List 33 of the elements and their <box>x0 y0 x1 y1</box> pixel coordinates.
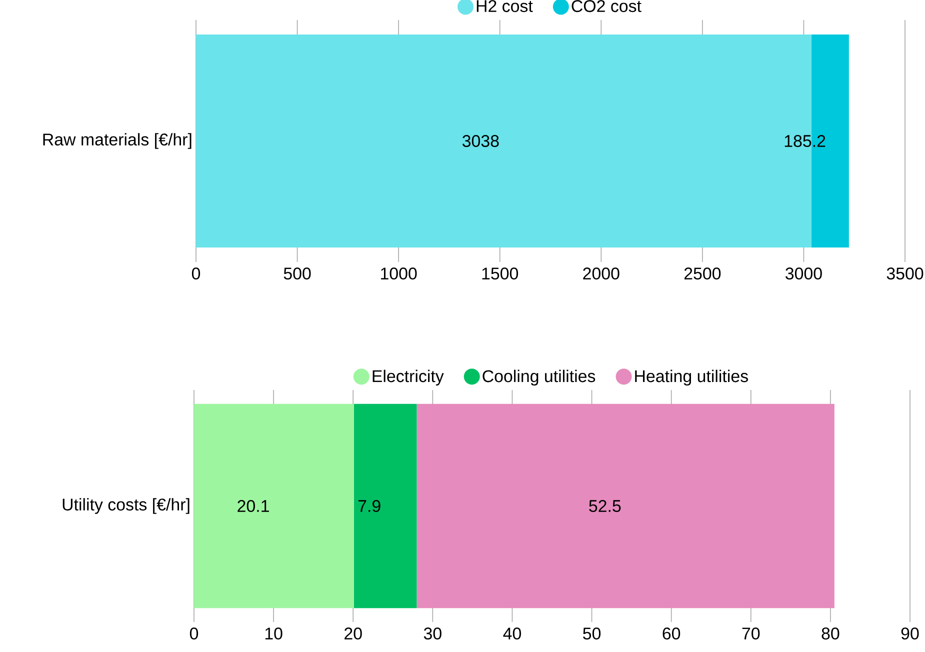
y-tick-label: Utility costs [€/hr] <box>62 498 190 514</box>
legend-label: Electricity <box>372 370 444 386</box>
bar <box>416 404 834 608</box>
y-tick-label: Raw materials [€/hr] <box>43 133 192 149</box>
x-tick-label: 80 <box>822 628 840 640</box>
x-tick-label: 90 <box>901 628 919 640</box>
x-tick-label: 2000 <box>583 268 620 280</box>
data-label: 52.5 <box>589 500 621 512</box>
bar <box>194 404 354 608</box>
legend-label: H2 cost <box>476 0 533 12</box>
x-tick-label: 3500 <box>886 268 924 280</box>
x-tick-label: 70 <box>742 628 760 640</box>
data-label: 20.1 <box>238 500 269 512</box>
x-tick-label: 0 <box>192 268 200 280</box>
x-tick-label: 500 <box>284 268 311 280</box>
data-label: 7.9 <box>358 500 380 512</box>
data-label: 3038 <box>462 135 499 148</box>
x-tick-label: 30 <box>424 628 442 640</box>
data-label: 185.2 <box>784 135 826 148</box>
x-tick-label: 10 <box>265 628 282 640</box>
x-tick-label: 60 <box>662 628 680 640</box>
legend-label: Cooling utilities <box>482 370 596 386</box>
x-tick-label: 50 <box>583 628 601 640</box>
x-tick-label: 1500 <box>482 268 518 280</box>
legend-label: CO2 cost <box>572 0 642 12</box>
bar <box>354 404 417 608</box>
x-tick-label: 2500 <box>684 268 721 280</box>
x-tick-label: 1000 <box>381 268 417 280</box>
legend-label: Heating utilities <box>635 370 748 386</box>
x-tick-label: 20 <box>344 628 362 640</box>
x-tick-label: 40 <box>503 628 521 640</box>
x-tick-label: 3000 <box>786 268 822 280</box>
x-tick-label: 0 <box>190 628 198 640</box>
